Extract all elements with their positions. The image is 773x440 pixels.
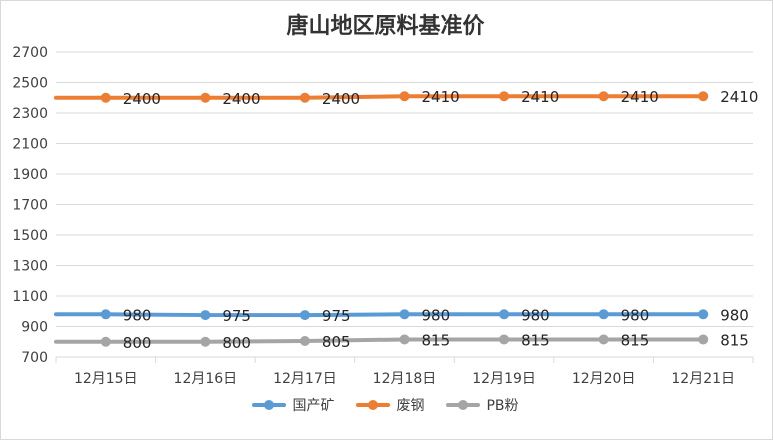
data-point	[100, 309, 111, 320]
y-tick-label: 1500	[12, 228, 48, 244]
x-tick-label: 12月21日	[671, 371, 735, 387]
data-point	[698, 91, 709, 102]
data-point	[399, 334, 410, 345]
data-label: 2400	[322, 90, 360, 108]
y-tick-label: 2100	[12, 137, 48, 153]
data-point	[100, 92, 111, 103]
data-label: 980	[521, 306, 550, 324]
series-line-2	[54, 337, 706, 344]
data-point	[499, 91, 510, 102]
legend-item: PB粉	[446, 395, 519, 415]
data-label: 800	[222, 334, 251, 352]
data-point	[100, 336, 111, 347]
data-point	[598, 334, 609, 345]
data-label: 815	[422, 331, 451, 349]
legend-swatch	[446, 400, 481, 410]
data-point	[299, 92, 310, 103]
y-tick-label: 2700	[12, 45, 48, 61]
data-point	[200, 310, 211, 321]
data-point	[399, 309, 410, 320]
data-label: 2410	[422, 88, 460, 106]
y-tick-label: 1100	[12, 289, 48, 305]
data-point	[399, 91, 410, 102]
y-tick-label: 1300	[12, 259, 48, 275]
y-tick-label: 900	[21, 320, 48, 336]
y-tick-label: 2500	[12, 76, 48, 92]
y-tick-label: 1700	[12, 198, 48, 214]
series-line-1	[54, 94, 706, 100]
data-point	[598, 91, 609, 102]
data-point	[598, 309, 609, 320]
series-line-0	[54, 312, 706, 318]
y-tick-label: 2300	[12, 106, 48, 122]
legend-label: 废钢	[396, 398, 425, 414]
x-tick-label: 12月19日	[472, 371, 536, 387]
chart-title: 唐山地区原料基准价	[286, 13, 485, 39]
legend-item: 国产矿	[252, 395, 334, 415]
data-label: 980	[621, 306, 650, 324]
data-point	[299, 335, 310, 346]
data-label: 2400	[222, 90, 260, 108]
chart-legend: 国产矿 废钢 PB粉	[0, 395, 771, 415]
x-tick-label: 12月15日	[74, 371, 138, 387]
data-label: 975	[222, 307, 251, 325]
legend-swatch	[356, 400, 391, 410]
legend-item: 废钢	[356, 395, 424, 415]
data-label: 2410	[720, 88, 758, 106]
data-point	[200, 336, 211, 347]
x-tick-label: 12月20日	[572, 371, 636, 387]
data-label: 975	[322, 307, 351, 325]
data-label: 980	[720, 306, 749, 324]
legend-swatch	[252, 400, 287, 410]
x-tick-label: 12月17日	[273, 371, 337, 387]
data-label: 800	[123, 334, 152, 352]
data-point	[499, 309, 510, 320]
data-label: 2400	[123, 90, 161, 108]
data-label: 980	[422, 306, 451, 324]
data-label: 815	[621, 331, 650, 349]
y-tick-label: 1900	[12, 167, 48, 183]
x-tick-label: 12月16日	[174, 371, 238, 387]
legend-label: 国产矿	[292, 398, 335, 414]
data-point	[698, 309, 709, 320]
data-label: 815	[720, 331, 749, 349]
data-label: 2410	[621, 88, 659, 106]
data-label: 2410	[521, 88, 559, 106]
x-tick-label: 12月18日	[373, 371, 437, 387]
data-point	[200, 92, 211, 103]
data-point	[299, 310, 310, 321]
data-label: 815	[521, 331, 550, 349]
y-tick-label: 700	[21, 350, 48, 366]
data-point	[499, 334, 510, 345]
legend-label: PB粉	[486, 398, 519, 414]
data-point	[698, 334, 709, 345]
data-label: 805	[322, 333, 351, 351]
data-label: 980	[123, 306, 152, 324]
